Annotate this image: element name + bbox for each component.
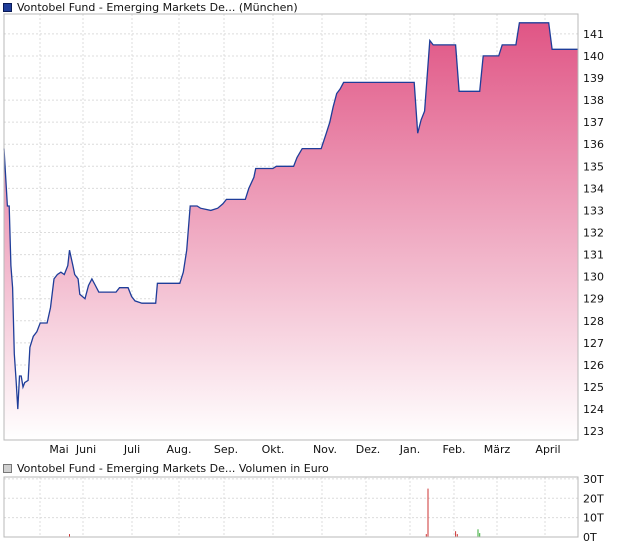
volume-bars [69,488,481,537]
price-y-tick-label: 137 [583,116,604,129]
volume-legend-label: Vontobel Fund - Emerging Markets De... V… [17,461,329,475]
price-y-tick-label: 123 [583,425,604,438]
price-y-tick-label: 141 [583,28,604,41]
x-tick-label: Juli [123,443,140,456]
price-y-tick-label: 128 [583,315,604,328]
volume-bar [477,529,479,537]
volume-legend: Vontobel Fund - Emerging Markets De... V… [3,461,329,475]
volume-bar [456,534,458,537]
price-legend: Vontobel Fund - Emerging Markets De... (… [3,0,298,14]
price-plot-frame [3,13,579,441]
volume-plot-frame [3,476,579,538]
price-y-tick-label: 126 [583,359,604,372]
volume-grid [4,477,578,538]
volume-bar [425,534,427,537]
volume-bar [479,533,481,537]
price-y-tick-label: 131 [583,249,604,262]
volume-legend-swatch [3,463,12,473]
volume-y-tick-label: 0T [583,531,597,544]
price-legend-swatch [3,2,12,12]
x-tick-label: Nov. [313,443,337,456]
price-y-tick-label: 127 [583,337,604,350]
price-y-tick-label: 140 [583,50,604,63]
volume-bar [455,531,457,537]
x-tick-label: Juni [75,443,96,456]
volume-y-axis: 0T 10T 20T 30T [583,473,604,544]
price-y-tick-label: 125 [583,381,604,394]
price-y-tick-label: 133 [583,204,604,217]
x-tick-label: März [484,443,511,456]
price-y-tick-label: 136 [583,138,604,151]
x-tick-label: Feb. [443,443,466,456]
price-y-tick-label: 124 [583,403,604,416]
x-tick-label: Mai [49,443,68,456]
price-y-tick-label: 130 [583,271,604,284]
volume-y-tick-label: 20T [583,492,604,505]
x-axis: Mai Juni Juli Aug. Sep. Okt. Nov. Dez. Jan. Feb. M… [49,443,560,456]
price-y-tick-label: 135 [583,160,604,173]
price-y-tick-label: 139 [583,72,604,85]
volume-y-tick-label: 30T [583,473,604,486]
price-y-tick-label: 134 [583,182,604,195]
x-tick-label: Sep. [214,443,238,456]
price-y-axis: 123 124 125 126 127 128 129 130 131 132 133 134 135 1… [583,28,604,438]
price-area [4,22,578,441]
x-tick-label: April [535,443,560,456]
price-y-tick-label: 129 [583,293,604,306]
volume-bar [69,534,70,537]
volume-y-tick-label: 10T [583,512,604,525]
price-y-tick-label: 132 [583,227,604,240]
x-tick-label: Jan. [399,443,420,456]
price-legend-label: Vontobel Fund - Emerging Markets De... (… [17,0,298,14]
x-tick-label: Aug. [167,443,192,456]
x-tick-label: Dez. [356,443,381,456]
price-y-tick-label: 138 [583,94,604,107]
price-line [3,22,578,410]
x-tick-label: Okt. [262,443,285,456]
volume-bar [427,488,429,537]
